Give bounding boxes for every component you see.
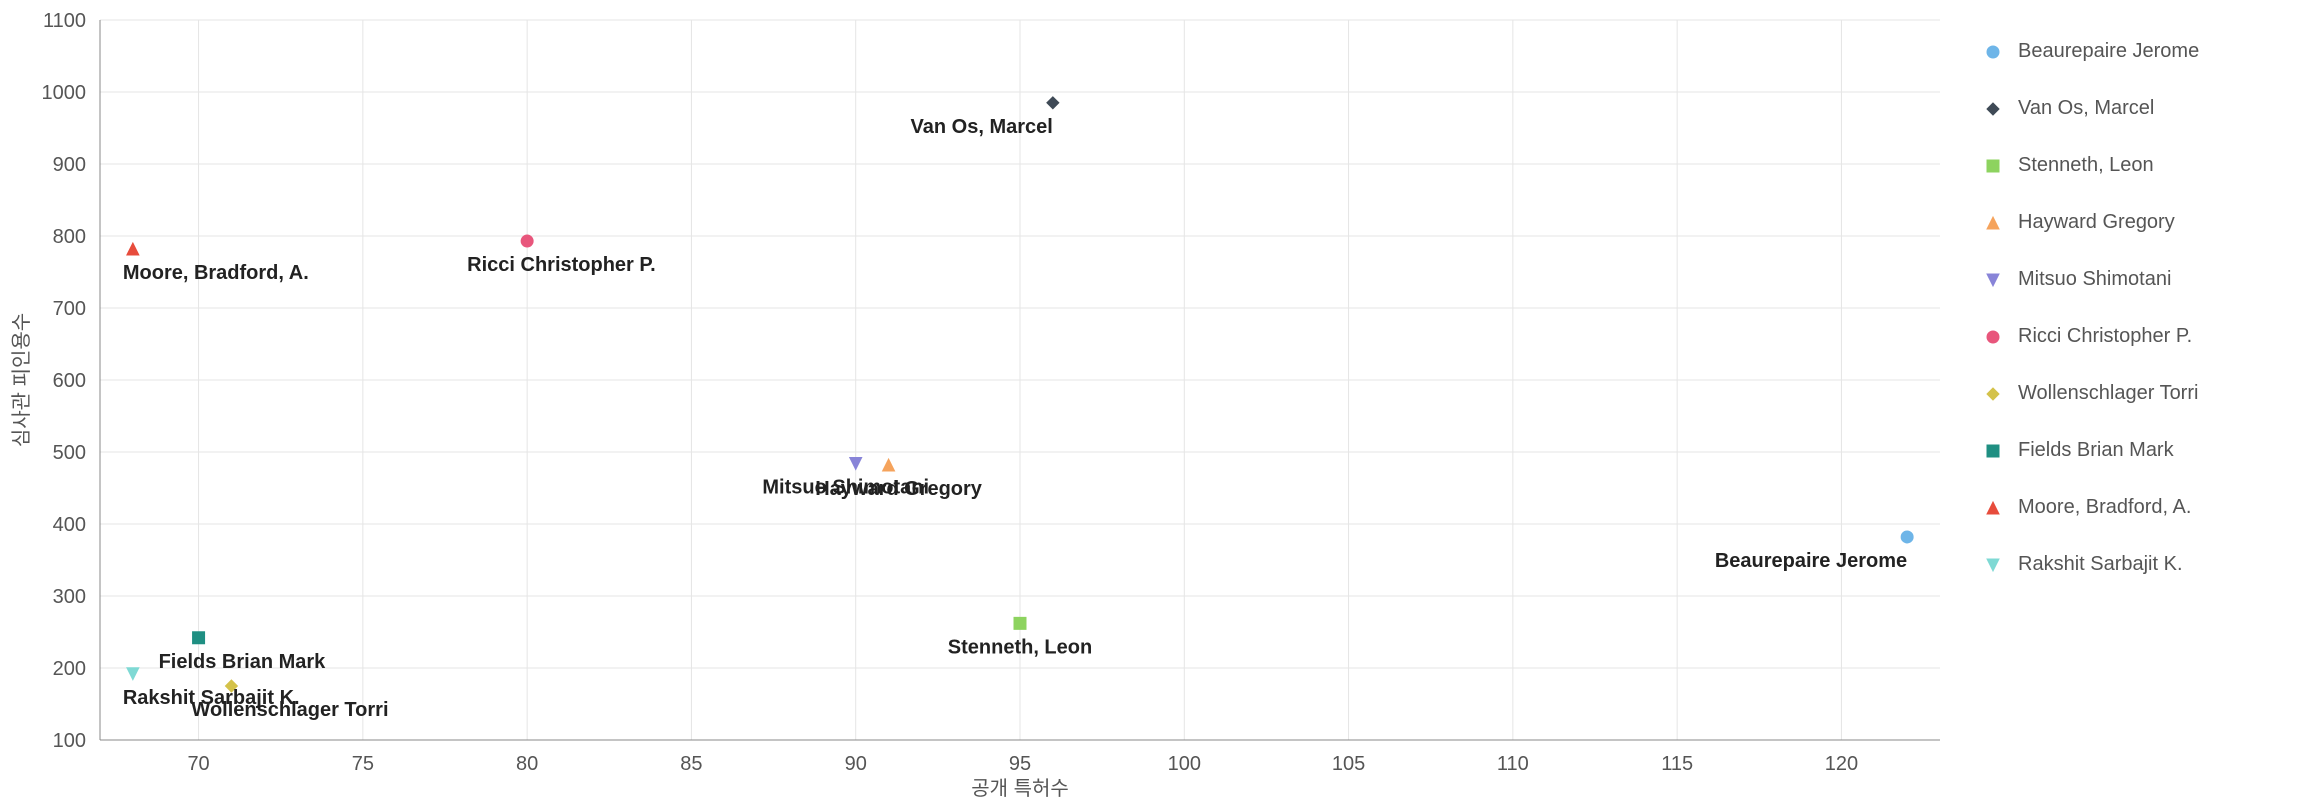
legend-label: Fields Brian Mark <box>2018 439 2174 462</box>
data-point <box>193 632 205 644</box>
data-point <box>1901 531 1913 543</box>
triangle-up-icon <box>1982 212 2004 234</box>
chart-plot-area: 100 200 300 400 500 600 700 800 900 1000 1100 70 75 8… <box>0 0 1962 809</box>
x-tick-label: 85 <box>680 753 702 775</box>
legend-item[interactable]: Wollenschlager Torri <box>1982 382 2292 405</box>
chart-container: 100 200 300 400 500 600 700 800 900 1000 1100 70 75 8… <box>0 0 2302 809</box>
data-point-label: Fields Brian Mark <box>159 651 327 673</box>
x-tick-label: 75 <box>352 753 374 775</box>
data-point-label: Van Os, Marcel <box>911 116 1053 138</box>
x-tick-label: 110 <box>1497 753 1529 775</box>
x-tick-label: 100 <box>1168 753 1201 775</box>
x-tick-label: 115 <box>1661 753 1693 775</box>
data-point-label: Stenneth, Leon <box>948 636 1092 658</box>
data-point-label: Beaurepaire Jerome <box>1715 550 1907 572</box>
data-point-label: Mitsuo Shimotani <box>762 477 929 499</box>
triangle-down-icon <box>1982 269 2004 291</box>
circle-icon <box>1982 41 2004 63</box>
y-tick-label: 500 <box>53 442 86 464</box>
y-tick-label: 1000 <box>42 82 87 104</box>
x-axis-title: 공개 특허수 <box>971 777 1069 800</box>
square-icon <box>1982 155 2004 177</box>
data-point <box>127 668 139 680</box>
square-icon <box>1982 440 2004 462</box>
y-tick-label: 400 <box>53 514 86 536</box>
legend-item[interactable]: Hayward Gregory <box>1982 211 2292 234</box>
y-tick-label: 200 <box>53 658 86 680</box>
y-tick-label: 100 <box>53 730 86 752</box>
diamond-icon <box>1982 98 2004 120</box>
data-point-label: Rakshit Sarbajit K. <box>123 687 300 709</box>
diamond-icon <box>1982 383 2004 405</box>
legend-label: Rakshit Sarbajit K. <box>2018 553 2183 576</box>
legend-item[interactable]: Stenneth, Leon <box>1982 154 2292 177</box>
x-tick-label: 120 <box>1825 753 1858 775</box>
y-tick-label: 900 <box>53 154 86 176</box>
circle-icon <box>1982 326 2004 348</box>
data-point-label: Ricci Christopher P. <box>467 254 656 276</box>
data-point <box>127 243 139 255</box>
legend-label: Van Os, Marcel <box>2018 97 2154 120</box>
legend-label: Wollenschlager Torri <box>2018 382 2198 405</box>
legend-label: Hayward Gregory <box>2018 211 2175 234</box>
legend-item[interactable]: Van Os, Marcel <box>1982 97 2292 120</box>
legend-label: Mitsuo Shimotani <box>2018 268 2171 291</box>
data-point <box>850 458 862 470</box>
x-tick-label: 90 <box>845 753 867 775</box>
legend-item[interactable]: Fields Brian Mark <box>1982 439 2292 462</box>
triangle-up-icon <box>1982 497 2004 519</box>
data-point <box>1014 617 1026 629</box>
y-tick-label: 600 <box>53 370 86 392</box>
y-tick-label: 1100 <box>43 10 86 32</box>
legend-label: Beaurepaire Jerome <box>2018 40 2199 63</box>
data-point <box>883 459 895 471</box>
data-point-label: Moore, Bradford, A. <box>123 262 309 284</box>
y-tick-label: 800 <box>53 226 86 248</box>
x-tick-label: 105 <box>1332 753 1365 775</box>
chart-legend: Beaurepaire Jerome Van Os, Marcel Stenneth… <box>1962 0 2302 809</box>
legend-item[interactable]: Mitsuo Shimotani <box>1982 268 2292 291</box>
legend-item[interactable]: Beaurepaire Jerome <box>1982 40 2292 63</box>
x-tick-label: 80 <box>516 753 538 775</box>
legend-label: Moore, Bradford, A. <box>2018 496 2191 519</box>
legend-label: Ricci Christopher P. <box>2018 325 2192 348</box>
triangle-down-icon <box>1982 554 2004 576</box>
y-tick-label: 300 <box>53 586 86 608</box>
x-tick-label: 70 <box>187 753 209 775</box>
y-axis-title: 심사관 피인용수 <box>10 313 33 447</box>
data-point <box>521 235 533 247</box>
y-tick-label: 700 <box>53 298 86 320</box>
legend-label: Stenneth, Leon <box>2018 154 2154 177</box>
scatter-chart-svg: 100 200 300 400 500 600 700 800 900 1000 1100 70 75 8… <box>0 0 1962 809</box>
data-point <box>1047 97 1059 109</box>
legend-item[interactable]: Ricci Christopher P. <box>1982 325 2292 348</box>
legend-item[interactable]: Moore, Bradford, A. <box>1982 496 2292 519</box>
legend-item[interactable]: Rakshit Sarbajit K. <box>1982 553 2292 576</box>
x-tick-label: 95 <box>1009 753 1031 775</box>
